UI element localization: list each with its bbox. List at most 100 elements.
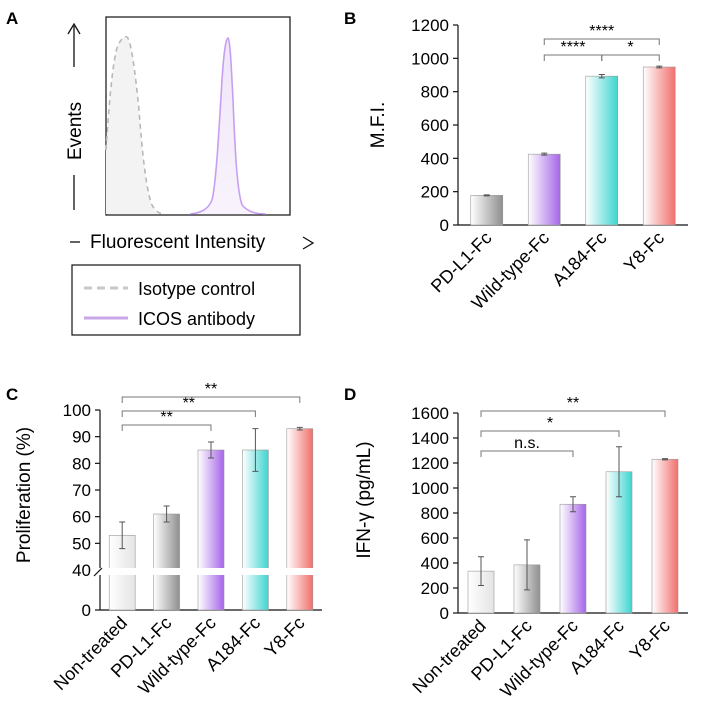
panel-b-sig-bracket — [543, 38, 660, 45]
panel-c-bar-wild-type-fc — [197, 449, 225, 611]
panel-b-sig-label: **** — [561, 39, 586, 56]
panel-d-sig-bracket — [480, 450, 574, 457]
legend-label-isotype: Isotype control — [138, 279, 255, 299]
panel-c-category-label-y8-fc: Y8-Fc — [261, 613, 309, 661]
panel-b-ytick-label: 600 — [421, 116, 449, 135]
panel-b-ytick-label: 1200 — [411, 16, 449, 35]
panel-c-bar-break-y8-fc — [285, 568, 314, 575]
panel-b-category-label-y8-fc: Y8-Fc — [620, 228, 668, 276]
intensity-axis-label: Fluorescent Intensity — [70, 232, 315, 253]
panel-c-ytick-label: 90 — [72, 428, 91, 447]
panel-c-bar-y8-fc — [286, 428, 314, 611]
panel-b-errorbar-pd-l1-fc — [483, 194, 490, 197]
panel-b-bar-y8-fc — [642, 66, 676, 226]
panel-d-ytick-label: 1600 — [411, 404, 449, 423]
panel-c-category-label-non-treated: Non-treated — [50, 613, 131, 694]
panel-d-bar-y8-fc — [651, 458, 679, 614]
legend-label-icos: ICOS antibody — [138, 309, 255, 329]
panel-d-label: D — [344, 385, 356, 404]
panel-b-ytick-label: 0 — [440, 216, 449, 235]
panel-b-errorbar-a184-fc — [598, 74, 605, 79]
panel-b-sig-label: **** — [589, 23, 614, 40]
panel-d-sig-label: ** — [567, 395, 579, 412]
panel-b-errorbar-wild-type-fc — [541, 152, 548, 156]
panel-c-errorbar-wild-type-fc — [208, 441, 214, 459]
panel-c-axis-break-slash — [93, 567, 103, 577]
panel-c-bar-break-wild-type-fc — [197, 568, 225, 575]
panel-d-ytick-label: 400 — [421, 554, 449, 573]
panel-d-sig-bracket — [480, 430, 620, 437]
panel-d-category-label-y8-fc: Y8-Fc — [626, 616, 674, 664]
panel-c-bar-break-a184-fc — [241, 568, 270, 575]
panel-d-ytick-label: 1400 — [411, 429, 449, 448]
panel-b-sig-label: * — [627, 39, 633, 56]
panel-d-sig-label: * — [547, 415, 553, 432]
panel-c-ytick-label: 50 — [72, 534, 91, 553]
panel-c-sig-label: ** — [205, 381, 217, 398]
panel-b-category-label-a184-fc: A184-Fc — [548, 228, 610, 290]
panel-d-ytick-label: 1200 — [411, 454, 449, 473]
panel-d-errorbar-wild-type-fc — [570, 496, 576, 513]
panel-b: 020040060080010001200PD-L1-FcWild-type-F… — [411, 16, 688, 313]
panel-b-bar-pd-l1-fc — [470, 195, 504, 226]
icos-histogram-fill — [190, 38, 266, 214]
panel-c-ytick-label: 0 — [82, 601, 91, 620]
panel-d-ylabel: IFN-γ (pg/mL) — [354, 441, 375, 558]
panel-c-ylabel: Proliferation (%) — [14, 427, 35, 563]
panel-d-bar-wild-type-fc — [559, 503, 587, 614]
panel-d-errorbar-non-treated — [478, 556, 484, 586]
panel-d-category-label-non-treated: Non-treated — [408, 616, 489, 697]
panel-b-errorbar-y8-fc — [656, 65, 663, 69]
histogram-legend: Isotype control ICOS antibody — [71, 264, 301, 336]
panel-b-bar-wild-type-fc — [527, 153, 561, 226]
panel-d-sig-bracket — [480, 410, 666, 417]
legend-box — [71, 264, 301, 336]
panel-a: Events Fluorescent Intensity Isotype con… — [65, 16, 315, 336]
panel-b-bar-a184-fc — [585, 75, 619, 226]
isotype-histogram — [105, 35, 165, 215]
panel-c: 0405060708090100Non-treatedPD-L1-FcWild-… — [50, 381, 328, 698]
panel-c-sig-bracket — [121, 396, 301, 403]
icos-histogram — [189, 37, 267, 215]
panel-c-ytick-label: 80 — [72, 454, 91, 473]
panel-b-ytick-label: 200 — [421, 183, 449, 202]
panel-c-sig-label: ** — [160, 409, 172, 426]
panel-c-errorbar-a184-fc — [252, 428, 259, 472]
panel-c-bar-a184-fc — [242, 449, 269, 611]
events-axis-label: Events — [65, 22, 86, 210]
panel-d-errorbar-pd-l1-fc — [524, 539, 530, 591]
panel-d-ytick-label: 1000 — [411, 479, 449, 498]
panel-b-ytick-label: 1000 — [411, 49, 449, 68]
panel-d: 0 200 400 600 800 1000 1200 1400 1600 Non-treated… — [408, 395, 688, 701]
panel-b-label: B — [344, 9, 356, 28]
panel-c-sig-bracket — [121, 410, 256, 417]
panel-b-ytick-label: 400 — [421, 149, 449, 168]
panel-c-errorbar-non-treated — [119, 521, 126, 550]
panel-d-ytick-label: 600 — [421, 529, 449, 548]
panel-d-sig-label: n.s. — [514, 435, 540, 452]
intensity-label: Fluorescent Intensity — [90, 232, 266, 253]
events-label: Events — [65, 102, 86, 160]
panel-d-ytick-label: 200 — [421, 579, 449, 598]
panel-c-sig-bracket — [121, 424, 212, 431]
panel-c-sig-label: ** — [183, 395, 195, 412]
panel-c-bar-break-pd-l1-fc — [152, 568, 181, 575]
panel-c-ytick-label: 100 — [63, 401, 91, 420]
panel-d-errorbar-a184-fc — [616, 446, 622, 498]
panel-d-errorbar-y8-fc — [662, 458, 668, 461]
panel-b-ytick-label: 800 — [421, 83, 449, 102]
panel-c-bar-break-non-treated — [108, 568, 137, 575]
panel-b-sig-bracket — [601, 54, 660, 61]
panel-c-bar-pd-l1-fc — [153, 513, 180, 611]
panel-d-ytick-label: 0 — [440, 604, 449, 623]
panel-d-ytick-label: 800 — [421, 504, 449, 523]
panel-c-ytick-label: 40 — [72, 561, 91, 580]
panel-c-label: C — [6, 385, 18, 404]
panel-c-errorbar-pd-l1-fc — [163, 505, 170, 523]
panel-a-label: A — [6, 9, 18, 28]
isotype-histogram-fill — [106, 36, 164, 215]
panel-c-ytick-label: 60 — [72, 508, 91, 527]
panel-c-ytick-label: 70 — [72, 481, 91, 500]
panel-b-ylabel: M.F.I. — [368, 102, 389, 148]
